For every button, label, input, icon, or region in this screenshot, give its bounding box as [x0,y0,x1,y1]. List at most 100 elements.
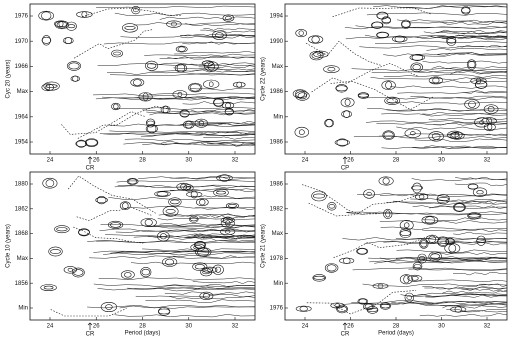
ridge-line [145,299,256,303]
ridge-line [169,296,256,300]
contour [394,35,405,43]
panel: Cycle 22 (years) 1994 1990 Max 1986 Min 1986 24… [261,3,508,172]
ridge-line [457,310,508,313]
contour [160,105,171,114]
contour [73,269,84,276]
ridge-line [419,303,508,307]
x-tick-label: 26 [93,324,100,330]
ridge-line [359,45,508,49]
contour [138,92,153,102]
track [67,175,156,214]
ridge-line [395,256,508,260]
contour [189,83,201,92]
contour [120,270,135,280]
ridge-line [116,179,256,183]
contour [131,6,141,15]
contour [184,120,193,129]
contour [225,220,231,227]
track [73,226,144,244]
contour [428,131,444,142]
ridge-line [124,138,256,142]
track [50,308,127,317]
contour [467,183,479,190]
track [73,29,153,59]
contour [366,191,372,196]
contour [158,308,171,315]
y-tick-label: 1986 [270,140,284,146]
contour [72,75,79,82]
x-tick-label: 28 [393,158,400,164]
x-tick-label: 32 [232,158,239,164]
ridge-line [429,205,508,209]
contour [41,83,55,92]
contour [119,201,131,210]
contour [409,131,416,136]
x-tick-label: 30 [185,158,192,164]
ridge-line [380,301,508,305]
track [301,184,381,215]
ridge-line [462,283,508,287]
contour [447,130,463,139]
contour [124,272,132,278]
ridge-line [109,73,256,77]
track [82,7,183,17]
contour [219,174,230,182]
contour [156,191,169,197]
contour [179,110,190,118]
ridge-line [421,228,508,233]
ridge-line [351,300,508,304]
ridge-line [408,268,508,271]
contour [449,131,465,140]
contour [56,227,68,232]
contour [45,84,58,88]
ridge-line [103,252,256,256]
ridge-line [452,271,508,276]
ridge-line [142,109,256,113]
contour [412,262,423,271]
track [306,290,417,315]
x-tick-label: 24 [302,158,309,164]
contour [357,92,370,99]
contour [220,228,236,236]
ridge-line [195,131,256,135]
contour [317,52,325,57]
contour [336,138,349,147]
ridge-line [133,236,256,240]
contour [166,20,182,28]
contour [467,212,482,220]
contour [298,129,305,135]
contour [335,85,348,92]
contour [170,199,180,205]
ridge-line [414,258,508,262]
ridge-line [180,35,256,39]
contour [174,63,187,73]
contour [335,84,348,93]
x-tick-label: 24 [302,324,309,330]
marker-label: CR [86,332,95,338]
contour [339,257,355,264]
ridge-line [172,255,255,259]
ridge-line [411,178,508,181]
ridge-line [433,122,508,126]
ridge-line [429,79,508,83]
x-tick-label: 28 [393,324,400,330]
contour [411,185,423,191]
ridge-line [457,45,508,48]
ridge-line [195,207,256,210]
ridge-line [119,305,256,309]
x-tick-label: 26 [93,158,100,164]
panel: Cycle 10 (years) 1880 1862 1868 Max 1856 Min 24… [6,171,256,338]
contour [222,14,235,22]
contour [140,267,152,278]
contour [404,292,414,303]
ridge-line [426,47,508,51]
ridge-line [92,92,256,96]
contour [201,60,214,67]
ridge-line [398,5,508,9]
contour [216,190,227,195]
contour [165,258,174,266]
ridge-line [158,62,256,66]
ridge-line [140,133,256,137]
contour [110,222,122,228]
ridge-line [367,107,508,111]
